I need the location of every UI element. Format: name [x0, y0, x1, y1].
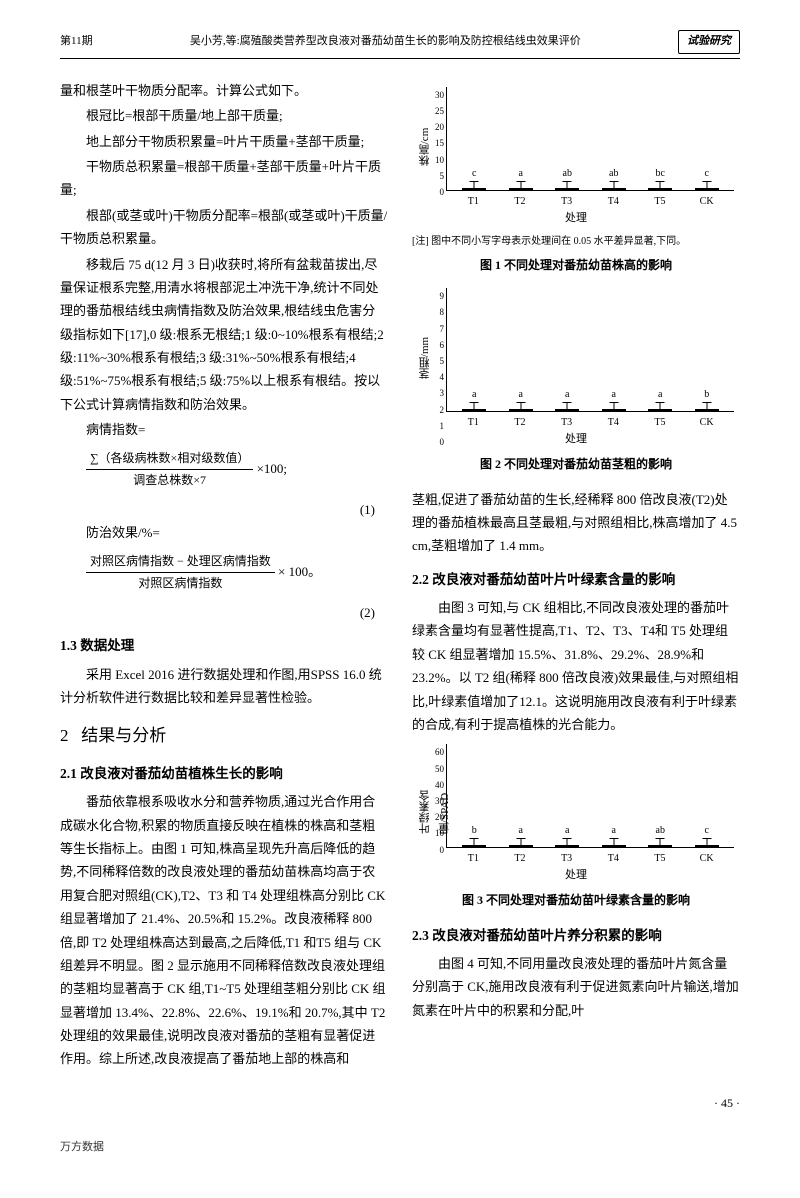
figure-1: 株高/cm 302520151050 caababbcc T1T2T3T4T5C… — [412, 87, 740, 229]
x-labels: T1T2T3T4T5CK — [446, 193, 734, 207]
section-heading: 2 结果与分析 — [60, 721, 388, 752]
x-axis-title: 处理 — [412, 866, 740, 886]
subsection-heading: 2.1 改良液对番茄幼苗植株生长的影响 — [60, 762, 388, 786]
running-title: 吴小芳,等:腐殖酸类营养型改良液对番茄幼苗生长的影响及防控根结线虫效果评价 — [190, 32, 581, 52]
x-labels: T1T2T3T4T5CK — [446, 850, 734, 864]
right-column: 株高/cm 302520151050 caababbcc T1T2T3T4T5C… — [412, 79, 740, 1073]
x-labels: T1T2T3T4T5CK — [446, 414, 734, 428]
formula-2: 对照区病情指数 − 处理区病情指数 对照区病情指数 × 100。 — [86, 551, 388, 595]
body-text: 根部(或茎或叶)干物质分配率=根部(或茎或叶)干质量/干物质总积累量。 — [60, 204, 388, 251]
figure-3: 叶绿素含量/SPAD 6050403020100 baaaabc T1T2T3T… — [412, 744, 740, 886]
body-text: 地上部分干物质积累量=叶片干质量+茎部干质量; — [60, 130, 388, 153]
formula-numerator: 对照区病情指数 − 处理区病情指数 — [86, 551, 275, 574]
body-text: 采用 Excel 2016 进行数据处理和作图,用SPSS 16.0 统计分析软… — [60, 663, 388, 710]
page-number: · 45 · — [60, 1093, 740, 1115]
formula-1: ∑（各级病株数×相对级数值） 调查总株数×7 ×100; — [86, 448, 388, 492]
formula-numerator: ∑（各级病株数×相对级数值） — [86, 448, 253, 471]
body-text: 根冠比=根部干质量/地上部干质量; — [60, 104, 388, 127]
formula-denominator: 对照区病情指数 — [86, 573, 275, 595]
y-ticks: 6050403020100 — [426, 744, 444, 848]
formula-label: 病情指数= — [60, 418, 388, 441]
body-text: 番茄依靠根系吸收水分和营养物质,通过光合作用合成碳水化合物,积累的物质直接反映在… — [60, 790, 388, 1071]
x-axis-title: 处理 — [412, 430, 740, 450]
body-text: 干物质总积累量=根部干质量+茎部干质量+叶片干质量; — [60, 155, 388, 202]
body-text: 由图 3 可知,与 CK 组相比,不同改良液处理的番茄叶绿素含量均有显著性提高,… — [412, 596, 740, 736]
issue-number: 第11期 — [60, 32, 93, 52]
watermark-text: 万方数据 — [60, 1138, 740, 1158]
figure-caption: 图 3 不同处理对番茄幼苗叶绿素含量的影响 — [412, 890, 740, 912]
section-badge: 试验研究 — [678, 30, 740, 54]
body-text: 茎粗,促进了番茄幼苗的生长,经稀释 800 倍改良液(T2)处理的番茄植株最高且… — [412, 488, 740, 558]
subsection-heading: 1.3 数据处理 — [60, 634, 388, 658]
section-title: 结果与分析 — [81, 726, 166, 745]
body-text: 由图 4 可知,不同用量改良液处理的番茄叶片氮含量分别高于 CK,施用改良液有利… — [412, 952, 740, 1022]
body-text: 量和根茎叶干物质分配率。计算公式如下。 — [60, 79, 388, 102]
figure-2: 茎粗/mm 9876543210 aaaaab T1T2T3T4T5CK 处理 — [412, 288, 740, 450]
y-ticks: 9876543210 — [426, 288, 444, 412]
left-column: 量和根茎叶干物质分配率。计算公式如下。 根冠比=根部干质量/地上部干质量; 地上… — [60, 79, 388, 1073]
chart-area: caababbcc — [446, 87, 734, 191]
page-header: 第11期 吴小芳,等:腐殖酸类营养型改良液对番茄幼苗生长的影响及防控根结线虫效果… — [60, 30, 740, 59]
formula-tail: × 100。 — [278, 564, 321, 579]
formula-label: 防治效果/%= — [60, 521, 388, 544]
subsection-heading: 2.2 改良液对番茄幼苗叶片叶绿素含量的影响 — [412, 568, 740, 592]
figure-note: [注] 图中不同小写字母表示处理间在 0.05 水平差异显著,下同。 — [412, 233, 740, 251]
figure-caption: 图 1 不同处理对番茄幼苗株高的影响 — [412, 255, 740, 277]
body-text: 移栽后 75 d(12 月 3 日)收获时,将所有盆栽苗拔出,尽量保证根系完整,… — [60, 253, 388, 417]
formula-tail: ×100; — [257, 461, 287, 476]
subsection-heading: 2.3 改良液对番茄幼苗叶片养分积累的影响 — [412, 924, 740, 948]
chart-area: baaaabc — [446, 744, 734, 848]
equation-number: (1) — [60, 498, 375, 521]
figure-caption: 图 2 不同处理对番茄幼苗茎粗的影响 — [412, 454, 740, 476]
two-column-body: 量和根茎叶干物质分配率。计算公式如下。 根冠比=根部干质量/地上部干质量; 地上… — [60, 79, 740, 1073]
chart-area: aaaaab — [446, 288, 734, 412]
equation-number: (2) — [60, 601, 375, 624]
section-number: 2 — [60, 726, 69, 745]
y-ticks: 302520151050 — [426, 87, 444, 191]
x-axis-title: 处理 — [412, 209, 740, 229]
formula-denominator: 调查总株数×7 — [86, 470, 253, 492]
